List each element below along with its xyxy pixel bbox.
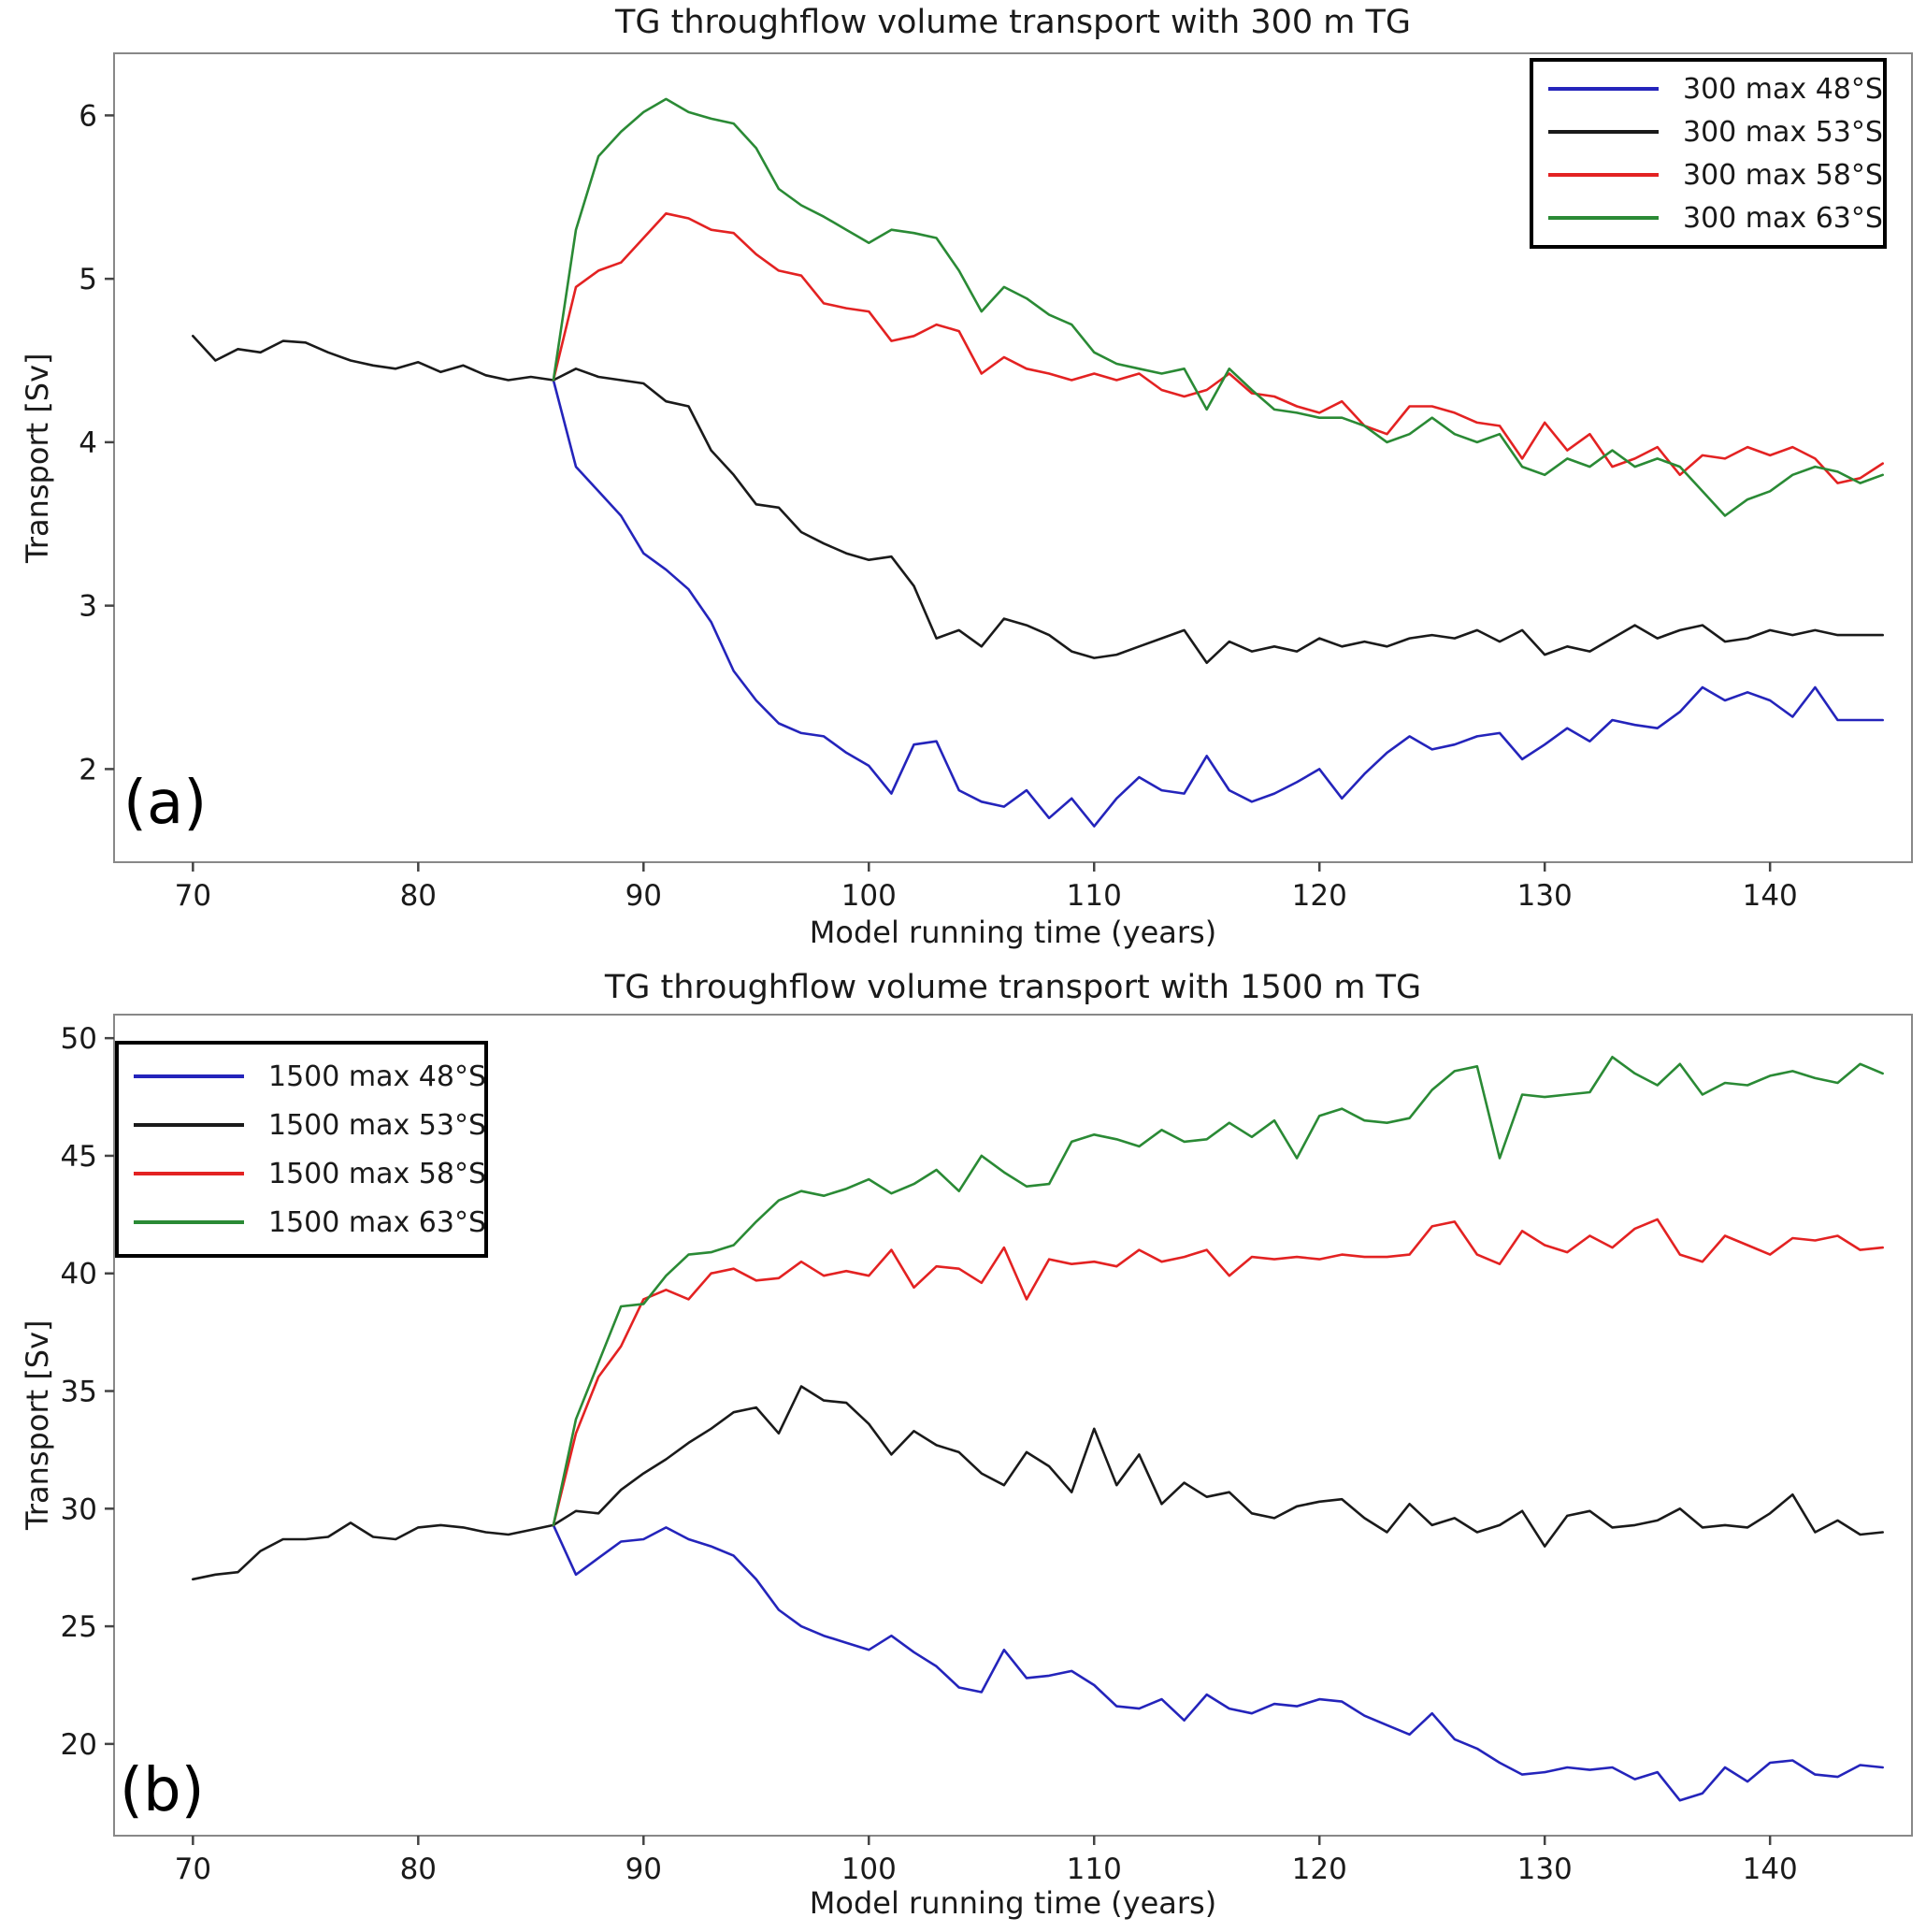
y-tick-label: 35 [61, 1376, 97, 1409]
x-tick-label: 80 [400, 1853, 437, 1886]
panel-b-xlabel: Model running time (years) [809, 1885, 1217, 1921]
legend-swatch-1500-max-53S [134, 1123, 244, 1127]
y-tick-label: 2 [79, 753, 97, 786]
legend-row: 300 max 63°S [1548, 196, 1883, 239]
x-tick-label: 100 [841, 879, 897, 913]
x-tick-label: 140 [1743, 879, 1798, 913]
series-line-300-max-53-S [192, 334, 1884, 665]
legend-label: 1500 max 48°S [268, 1060, 486, 1093]
axes-frame [113, 1014, 1913, 1837]
panel-a-plot: 70 80 90 100 110 120 130 140 2 3 4 5 6 [79, 52, 1913, 913]
x-tick-label: 100 [841, 1853, 897, 1886]
x-tick-label: 120 [1292, 1853, 1347, 1886]
x-tick-label: 70 [175, 879, 211, 913]
legend-label: 1500 max 58°S [268, 1157, 486, 1190]
panel-a-xlabel: Model running time (years) [809, 915, 1217, 950]
axes-frame [113, 52, 1913, 863]
legend-label: 1500 max 53°S [268, 1108, 486, 1142]
legend-swatch-1500-max-63S [134, 1220, 244, 1224]
legend-label: 300 max 63°S [1683, 201, 1883, 235]
panel-a-legend: 300 max 48°S 300 max 53°S 300 max 58°S 3… [1530, 58, 1887, 249]
series-line-1500-max-53-S [192, 1385, 1884, 1581]
x-tick-label: 110 [1067, 1853, 1122, 1886]
legend-row: 1500 max 58°S [134, 1149, 486, 1198]
panel-b-title: TG throughflow volume transport with 150… [604, 969, 1422, 1006]
series-line-1500-max-63-S [552, 1056, 1884, 1527]
legend-row: 1500 max 63°S [134, 1198, 486, 1247]
legend-swatch-1500-max-48S [134, 1074, 244, 1078]
legend-row: 300 max 48°S [1548, 67, 1883, 110]
x-tick-label: 130 [1517, 879, 1573, 913]
panel-b-ylabel: Transport [Sv] [20, 1319, 55, 1531]
y-tick-label: 20 [61, 1728, 97, 1762]
panel-b-plot: 70 80 90 100 110 120 130 140 20 25 30 35 40 45 50 [61, 1014, 1913, 1886]
y-tick-label: 6 [79, 99, 97, 133]
legend-row: 1500 max 53°S [134, 1101, 486, 1149]
series-line-1500-max-58-S [552, 1218, 1884, 1527]
x-tick-label: 80 [400, 879, 437, 913]
panel-b-legend: 1500 max 48°S 1500 max 53°S 1500 max 58°… [115, 1041, 488, 1258]
panel-a-ylabel: Transport [Sv] [20, 353, 55, 563]
legend-label: 1500 max 63°S [268, 1205, 486, 1239]
x-tick-label: 90 [625, 879, 662, 913]
y-tick-label: 5 [79, 263, 97, 296]
x-tick-label: 130 [1517, 1853, 1573, 1886]
panel-b-corner-label: (b) [120, 1756, 205, 1825]
y-tick-label: 50 [61, 1022, 97, 1056]
series-line-300-max-48-S [552, 379, 1884, 828]
y-tick-label: 30 [61, 1492, 97, 1526]
x-tick-label: 140 [1743, 1853, 1798, 1886]
legend-swatch-300-max-53S [1548, 130, 1659, 134]
panel-a-title: TG throughflow volume transport with 300… [614, 4, 1412, 41]
legend-row: 1500 max 48°S [134, 1052, 486, 1101]
x-tick-label: 120 [1292, 879, 1347, 913]
legend-swatch-1500-max-58S [134, 1172, 244, 1175]
legend-row: 300 max 53°S [1548, 110, 1883, 153]
y-tick-label: 4 [79, 426, 97, 460]
legend-swatch-300-max-58S [1548, 173, 1659, 177]
y-tick-label: 3 [79, 590, 97, 624]
series-line-300-max-58-S [552, 212, 1884, 484]
y-tick-label: 40 [61, 1258, 97, 1291]
legend-swatch-300-max-48S [1548, 87, 1659, 91]
x-tick-label: 70 [175, 1853, 211, 1886]
x-tick-label: 110 [1067, 879, 1122, 913]
legend-row: 300 max 58°S [1548, 153, 1883, 196]
legend-label: 300 max 58°S [1683, 158, 1883, 192]
panel-a-corner-label: (a) [123, 769, 208, 838]
legend-swatch-300-max-63S [1548, 216, 1659, 220]
y-tick-label: 45 [61, 1140, 97, 1174]
y-tick-label: 25 [61, 1610, 97, 1644]
series-line-300-max-63-S [552, 97, 1884, 517]
series-line-1500-max-48-S [552, 1523, 1884, 1802]
legend-label: 300 max 48°S [1683, 72, 1883, 106]
x-tick-label: 90 [625, 1853, 662, 1886]
legend-label: 300 max 53°S [1683, 115, 1883, 149]
